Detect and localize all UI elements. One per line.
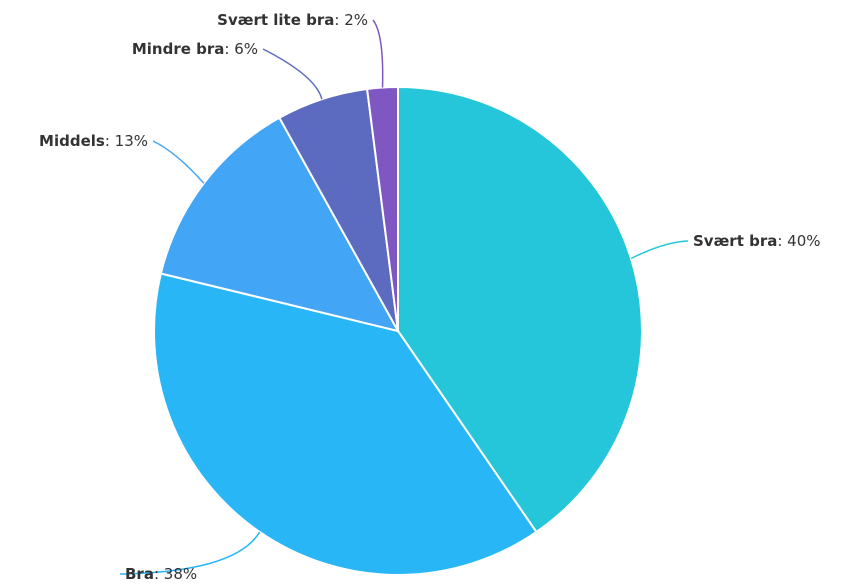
label-name-bra: Bra	[125, 565, 154, 583]
label-name-sv-rt-bra: Svært bra	[693, 232, 777, 250]
label-value-bra: : 38%	[154, 565, 197, 583]
connector-middels	[152, 140, 205, 184]
label-value-sv-rt-lite-bra: : 2%	[334, 11, 368, 29]
label-name-sv-rt-lite-bra: Svært lite bra	[217, 11, 334, 29]
label-name-middels: Middels	[39, 132, 105, 150]
label-value-mindre-bra: : 6%	[224, 40, 258, 58]
connector-bra	[119, 531, 261, 575]
label-value-sv-rt-bra: : 40%	[777, 232, 820, 250]
label-middels: Middels: 13%	[39, 132, 148, 150]
pie-slices	[153, 86, 643, 576]
label-sv-rt-lite-bra: Svært lite bra: 2%	[217, 11, 368, 29]
connector-sv-rt-lite-bra	[372, 19, 384, 88]
label-bra: Bra: 38%	[125, 565, 197, 583]
label-value-middels: : 13%	[105, 132, 148, 150]
connector-sv-rt-bra	[630, 240, 689, 260]
label-connectors	[119, 19, 689, 575]
pie-slice-middels[interactable]	[159, 116, 399, 332]
slice-labels: Svært bra: 40% Bra: 38% Middels: 13% Mindre…	[39, 11, 821, 583]
label-mindre-bra: Mindre bra: 6%	[132, 40, 258, 58]
label-sv-rt-bra: Svært bra: 40%	[693, 232, 821, 250]
label-name-mindre-bra: Mindre bra	[132, 40, 225, 58]
connector-mindre-bra	[262, 48, 323, 100]
